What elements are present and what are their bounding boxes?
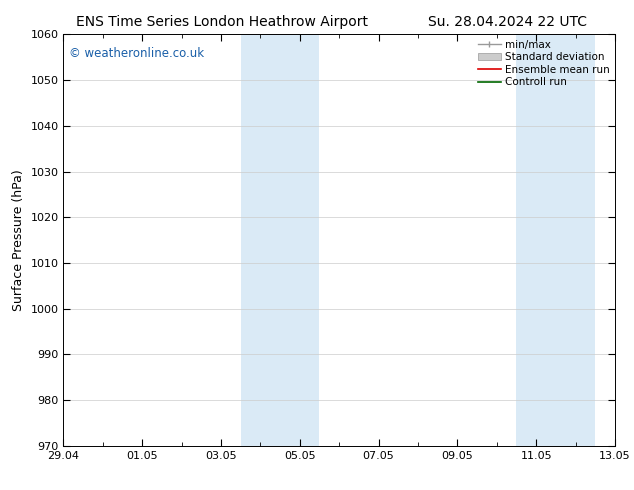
Text: © weatheronline.co.uk: © weatheronline.co.uk <box>69 47 204 60</box>
Text: Su. 28.04.2024 22 UTC: Su. 28.04.2024 22 UTC <box>428 15 586 29</box>
Y-axis label: Surface Pressure (hPa): Surface Pressure (hPa) <box>12 169 25 311</box>
Legend: min/max, Standard deviation, Ensemble mean run, Controll run: min/max, Standard deviation, Ensemble me… <box>476 37 612 89</box>
Bar <box>517 34 595 446</box>
Bar <box>241 34 320 446</box>
Text: ENS Time Series London Heathrow Airport: ENS Time Series London Heathrow Airport <box>76 15 368 29</box>
